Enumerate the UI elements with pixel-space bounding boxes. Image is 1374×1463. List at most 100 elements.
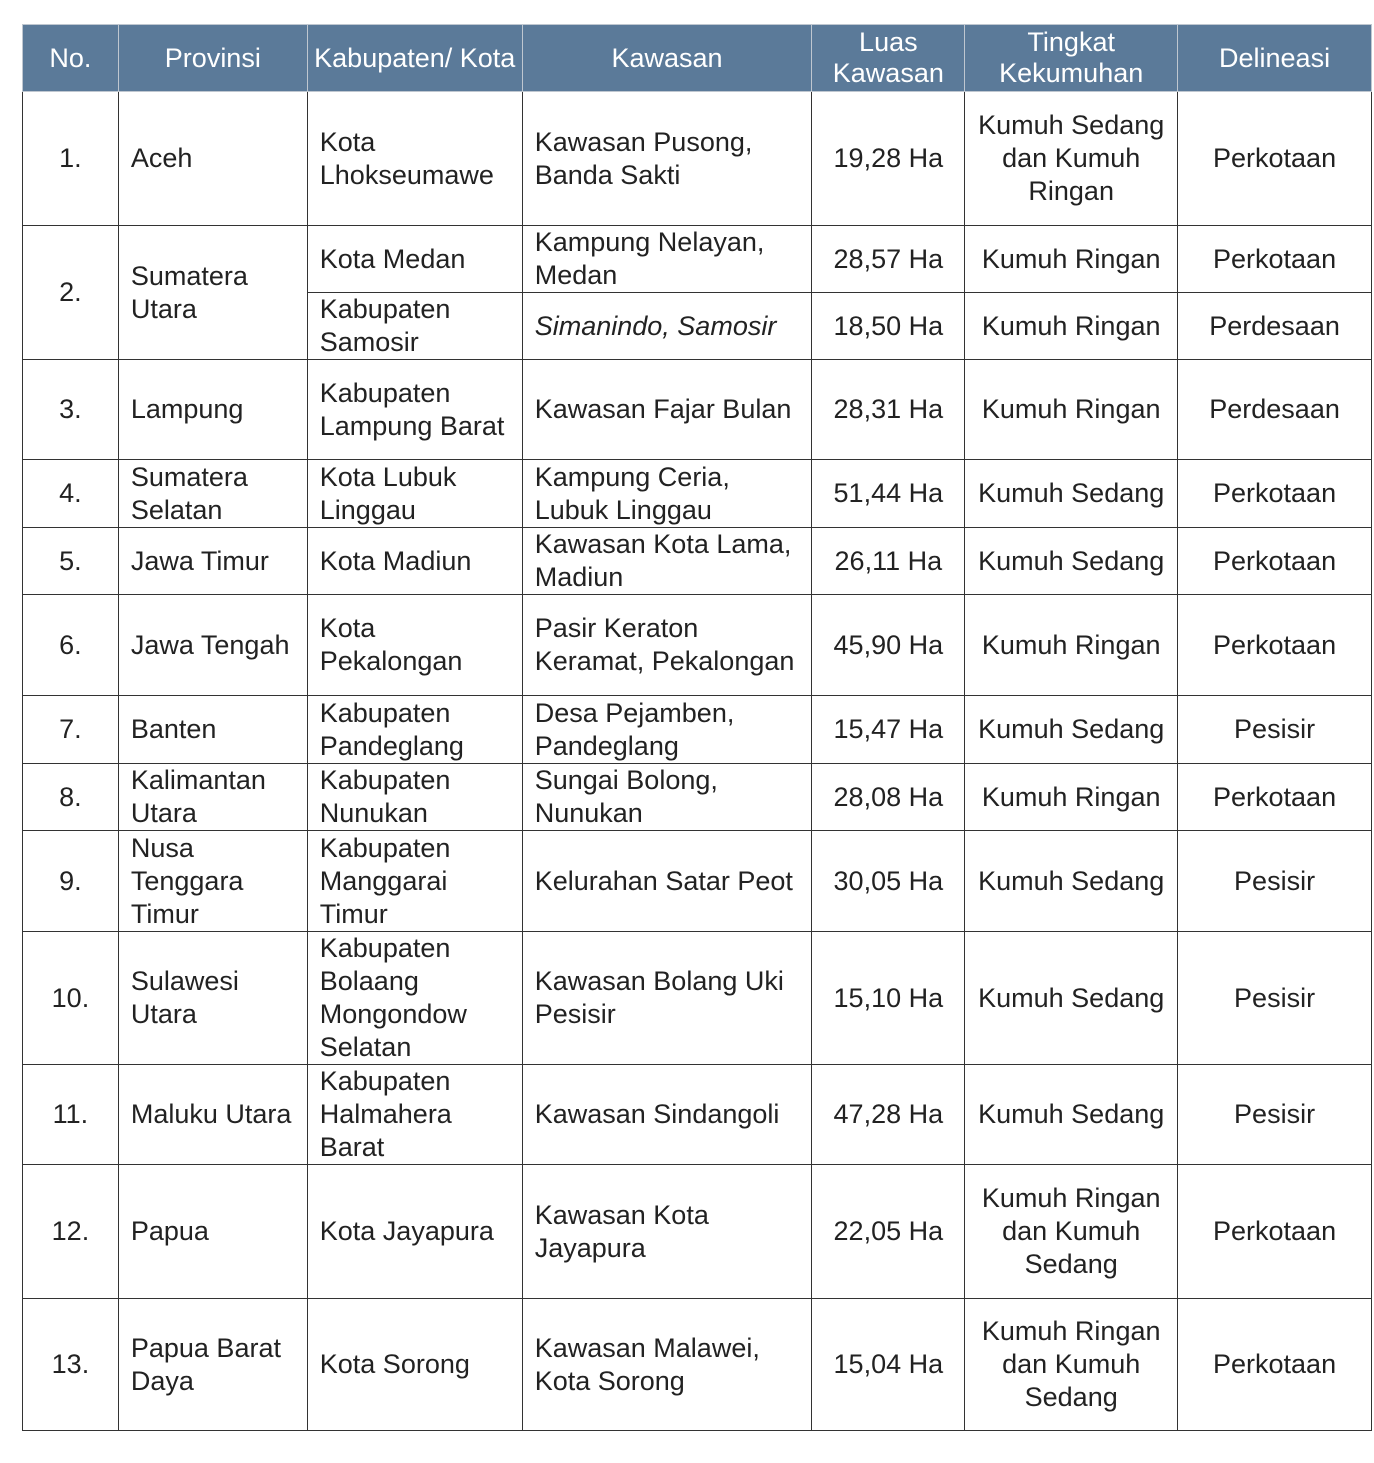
cell-provinsi: Maluku Utara	[117, 1064, 308, 1165]
cell-kawasan: Sungai Bolong, Nunukan	[521, 763, 813, 831]
cell-provinsi: Kalimantan Utara	[117, 763, 308, 831]
cell-luas: 28,08 Ha	[811, 763, 966, 831]
cell-tingkat: Kumuh Sedang	[964, 459, 1179, 528]
cell-provinsi: Jawa Tengah	[117, 594, 308, 696]
cell-kawasan: Kawasan Kota Lama, Madiun	[521, 527, 813, 595]
table-row: 4. Sumatera Selatan Kota Lubuk Linggau Kamp…	[22, 459, 1372, 528]
cell-delineasi: Perkotaan	[1177, 91, 1372, 226]
cell-luas: 15,04 Ha	[811, 1298, 966, 1431]
cell-delineasi: Pesisir	[1177, 695, 1372, 764]
column-header: No.	[22, 24, 119, 92]
cell-luas: 15,47 Ha	[811, 695, 966, 764]
cell-kabkota: Kota Pekalongan	[306, 594, 523, 696]
cell-tingkat: Kumuh Ringan	[964, 763, 1179, 831]
cell-tingkat: Kumuh Sedang dan Kumuh Ringan	[964, 91, 1179, 226]
cell-no: 12.	[22, 1164, 119, 1299]
cell-kawasan: Pasir Keraton Keramat, Pekalongan	[521, 594, 813, 696]
cell-provinsi: Banten	[117, 695, 308, 764]
cell-provinsi: Jawa Timur	[117, 527, 308, 595]
cell-kabkota: Kota Lubuk Linggau	[306, 459, 523, 528]
cell-delineasi: Perkotaan	[1177, 763, 1372, 831]
table-row: 8. Kalimantan Utara Kabupaten Nunukan Sunga…	[22, 763, 1372, 831]
cell-no: 8.	[22, 763, 119, 831]
cell-delineasi: Pesisir	[1177, 1064, 1372, 1165]
cell-kawasan: Desa Pejamben, Pandeglang	[521, 695, 813, 764]
table-row: 12. Papua Kota Jayapura Kawasan Kota Jayapu…	[22, 1164, 1372, 1299]
cell-kawasan: Kawasan Sindangoli	[521, 1064, 813, 1165]
table-row: 6. Jawa Tengah Kota Pekalongan Pasir Kerato…	[22, 594, 1372, 696]
cell-tingkat: Kumuh Sedang	[964, 527, 1179, 595]
cell-luas: 15,10 Ha	[811, 931, 966, 1065]
cell-provinsi: Sulawesi Utara	[117, 931, 308, 1065]
cell-no: 10.	[22, 931, 119, 1065]
kawasan-kumuh-table: No. Provinsi Kabupaten/ Kota Kawasan Luas Ka…	[22, 24, 1372, 1431]
table-row: 7. Banten Kabupaten Pandeglang Desa Pejambe…	[22, 695, 1372, 764]
cell-tingkat: Kumuh Sedang	[964, 830, 1179, 932]
cell-kawasan: Kawasan Bolang Uki Pesisir	[521, 931, 813, 1065]
table-row: 13. Papua Barat Daya Kota Sorong Kawasan Ma…	[22, 1298, 1372, 1431]
cell-kabkota: Kota Jayapura	[306, 1164, 523, 1299]
cell-delineasi: Perkotaan	[1177, 1298, 1372, 1431]
cell-kabkota: Kota Medan	[306, 225, 523, 293]
column-header: Delineasi	[1177, 24, 1372, 92]
cell-delineasi: Perkotaan	[1177, 459, 1372, 528]
cell-kawasan: Simanindo, Samosir	[521, 292, 813, 360]
cell-kawasan: Kampung Ceria, Lubuk Linggau	[521, 459, 813, 528]
cell-kabkota: Kabupaten Samosir	[306, 292, 523, 360]
cell-kabkota: Kabupaten Pandeglang	[306, 695, 523, 764]
cell-kabkota: Kabupaten Manggarai Timur	[306, 830, 523, 932]
cell-luas: 47,28 Ha	[811, 1064, 966, 1165]
cell-tingkat: Kumuh Sedang	[964, 695, 1179, 764]
cell-kabkota: Kota Sorong	[306, 1298, 523, 1431]
cell-no: 13.	[22, 1298, 119, 1431]
cell-tingkat: Kumuh Sedang	[964, 931, 1179, 1065]
cell-kabkota: Kabupaten Bolaang Mongondow Selatan	[306, 931, 523, 1065]
table-row: 5. Jawa Timur Kota Madiun Kawasan Kota Lama…	[22, 527, 1372, 595]
cell-no: 11.	[22, 1064, 119, 1165]
cell-provinsi: Lampung	[117, 359, 308, 460]
cell-kawasan: Kelurahan Satar Peot	[521, 830, 813, 932]
cell-delineasi: Perkotaan	[1177, 527, 1372, 595]
cell-no: 3.	[22, 359, 119, 460]
column-header: Luas Kawasan	[811, 24, 966, 92]
cell-no: 1.	[22, 91, 119, 226]
cell-tingkat: Kumuh Ringan	[964, 594, 1179, 696]
table-row: 1. Aceh Kota Lhokseumawe Kawasan Pusong, Ba…	[22, 91, 1372, 226]
cell-no: 6.	[22, 594, 119, 696]
cell-delineasi: Pesisir	[1177, 931, 1372, 1065]
column-header: Tingkat Kekumuhan	[964, 24, 1179, 92]
table-header-row: No. Provinsi Kabupaten/ Kota Kawasan Luas Ka…	[22, 24, 1372, 92]
table-row: 9. Nusa Tenggara Timur Kabupaten Manggarai…	[22, 830, 1372, 932]
cell-delineasi: Perkotaan	[1177, 1164, 1372, 1299]
cell-provinsi: Papua Barat Daya	[117, 1298, 308, 1431]
table-row: 2. Sumatera Utara Kota Medan Kampung Nelaya…	[22, 225, 1372, 360]
cell-delineasi: Perdesaan	[1177, 292, 1372, 360]
cell-luas: 28,31 Ha	[811, 359, 966, 460]
cell-provinsi: Nusa Tenggara Timur	[117, 830, 308, 932]
cell-kabkota: Kabupaten Halmahera Barat	[306, 1064, 523, 1165]
cell-kawasan: Kawasan Pusong, Banda Sakti	[521, 91, 813, 226]
cell-no: 9.	[22, 830, 119, 932]
cell-no: 5.	[22, 527, 119, 595]
cell-luas: 45,90 Ha	[811, 594, 966, 696]
table-row: 10. Sulawesi Utara Kabupaten Bolaang Mongo…	[22, 931, 1372, 1065]
cell-no: 2.	[22, 225, 119, 360]
cell-luas: 51,44 Ha	[811, 459, 966, 528]
cell-provinsi: Sumatera Selatan	[117, 459, 308, 528]
cell-delineasi: Pesisir	[1177, 830, 1372, 932]
column-header: Provinsi	[117, 24, 308, 92]
cell-luas: 30,05 Ha	[811, 830, 966, 932]
cell-no: 7.	[22, 695, 119, 764]
cell-luas: 28,57 Ha	[811, 225, 966, 293]
cell-tingkat: Kumuh Sedang	[964, 1064, 1179, 1165]
table-row: 11. Maluku Utara Kabupaten Halmahera Barat…	[22, 1064, 1372, 1165]
cell-delineasi: Perdesaan	[1177, 359, 1372, 460]
cell-tingkat: Kumuh Ringan dan Kumuh Sedang	[964, 1298, 1179, 1431]
cell-kawasan: Kawasan Malawei, Kota Sorong	[521, 1298, 813, 1431]
cell-kabkota: Kabupaten Lampung Barat	[306, 359, 523, 460]
cell-provinsi: Papua	[117, 1164, 308, 1299]
cell-delineasi: Perkotaan	[1177, 594, 1372, 696]
cell-delineasi: Perkotaan	[1177, 225, 1372, 293]
cell-provinsi: Sumatera Utara	[117, 225, 308, 360]
cell-luas: 19,28 Ha	[811, 91, 966, 226]
